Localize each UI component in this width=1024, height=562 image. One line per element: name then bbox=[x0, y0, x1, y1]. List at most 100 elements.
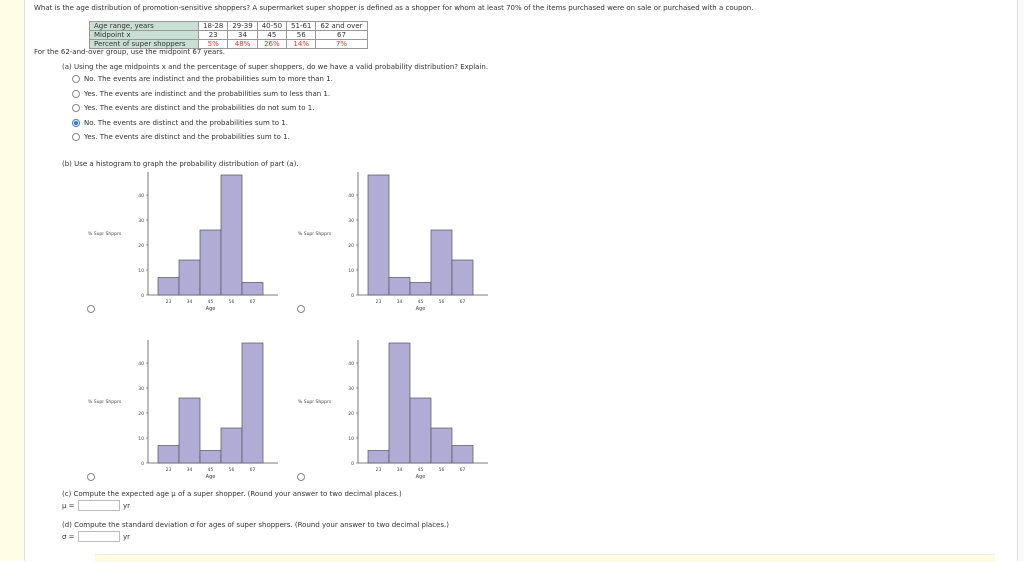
y-tick-label: 30 bbox=[138, 386, 144, 392]
y-tick-label: 40 bbox=[138, 361, 144, 367]
radio-button[interactable] bbox=[87, 305, 95, 313]
table-row: Midpoint x 23 34 45 56 67 bbox=[89, 30, 368, 40]
bar-23 bbox=[157, 445, 180, 464]
cell: 23 bbox=[197, 30, 229, 40]
histogram: 0 10 20 30 40 23 34 45 56 67 Age % Supr Shpprs bbox=[298, 172, 488, 312]
option-3[interactable]: No. The events are distinct and the prob… bbox=[72, 118, 288, 127]
sigma-input[interactable] bbox=[78, 531, 120, 542]
part-d-prompt: (d) Compute the standard deviation σ for… bbox=[62, 521, 449, 529]
data-table: Age range, years 18-28 29-39 40-50 51-61 62 a… bbox=[89, 21, 368, 49]
scrollbar[interactable] bbox=[1017, 0, 1024, 561]
cell: 29-39 bbox=[227, 21, 258, 31]
option-2[interactable]: Yes. The events are distinct and the pro… bbox=[72, 104, 314, 112]
y-tick-label: 20 bbox=[138, 411, 144, 417]
bar-67 bbox=[451, 445, 474, 464]
x-tick-label: 45 bbox=[208, 467, 214, 473]
sigma-label: σ = bbox=[62, 533, 75, 541]
y-tick-label: 10 bbox=[348, 268, 354, 274]
part-c-prompt: (c) Compute the expected age μ of a supe… bbox=[62, 490, 402, 498]
x-tick-label: 67 bbox=[250, 467, 256, 473]
cell: 40-50 bbox=[256, 21, 288, 31]
cell: 26% bbox=[256, 39, 288, 49]
x-tick-label: 45 bbox=[418, 299, 424, 305]
y-tick-label: 30 bbox=[138, 218, 144, 224]
cell: 56 bbox=[286, 30, 317, 40]
x-tick-label: 56 bbox=[439, 299, 445, 305]
y-tick-label: 40 bbox=[348, 361, 354, 367]
histogram: 0 10 20 30 40 23 34 45 56 67 Age % Supr Shpprs bbox=[298, 340, 488, 480]
x-axis-label: Age bbox=[206, 474, 216, 480]
x-tick-label: 23 bbox=[376, 467, 382, 473]
cell: 7% bbox=[315, 39, 368, 49]
x-axis-label: Age bbox=[416, 306, 426, 312]
option-label: Yes. The events are distinct and the pro… bbox=[84, 104, 315, 112]
y-tick-label: 40 bbox=[138, 193, 144, 199]
y-axis-label: % Supr Shpprs bbox=[88, 399, 122, 405]
cell: 67 bbox=[315, 30, 368, 40]
part-a-prompt: (a) Using the age midpoints x and the pe… bbox=[62, 63, 489, 71]
option-label: No. The events are indistinct and the pr… bbox=[84, 75, 333, 83]
x-tick-label: 34 bbox=[397, 467, 403, 473]
cell: 62 and over bbox=[315, 21, 368, 31]
bar-34 bbox=[178, 397, 201, 464]
y-tick-label: 40 bbox=[348, 193, 354, 199]
option-1[interactable]: Yes. The events are indistinct and the p… bbox=[72, 89, 331, 98]
radio-button[interactable] bbox=[297, 473, 305, 481]
bar-56 bbox=[430, 427, 453, 464]
x-tick-label: 67 bbox=[460, 299, 466, 305]
radio-button[interactable] bbox=[72, 104, 80, 112]
bar-67 bbox=[451, 259, 474, 296]
radio-button[interactable] bbox=[72, 133, 80, 141]
left-margin bbox=[0, 0, 25, 561]
bar-34 bbox=[388, 342, 411, 464]
y-tick-label: 0 bbox=[351, 293, 354, 299]
bar-23 bbox=[157, 277, 180, 296]
x-tick-label: 56 bbox=[229, 299, 235, 305]
radio-button[interactable] bbox=[72, 75, 80, 83]
option-label: Yes. The events are indistinct and the p… bbox=[84, 89, 331, 98]
y-tick-label: 20 bbox=[348, 411, 354, 417]
mu-input[interactable] bbox=[78, 500, 120, 511]
x-tick-label: 56 bbox=[439, 467, 445, 473]
option-4[interactable]: Yes. The events are distinct and the pro… bbox=[72, 133, 290, 141]
x-axis-label: Age bbox=[416, 474, 426, 480]
y-tick-label: 10 bbox=[138, 436, 144, 442]
bar-56 bbox=[430, 229, 453, 296]
table-row: Age range, years 18-28 29-39 40-50 51-61 62 a… bbox=[89, 21, 368, 31]
x-tick-label: 67 bbox=[460, 467, 466, 473]
radio-button[interactable] bbox=[72, 89, 80, 98]
note: For the 62-and-over group, use the midpo… bbox=[34, 48, 225, 56]
y-tick-label: 10 bbox=[138, 268, 144, 274]
bar-56 bbox=[220, 174, 243, 296]
cell: 48% bbox=[227, 39, 258, 49]
row-header: Midpoint x bbox=[89, 30, 199, 40]
bar-34 bbox=[178, 259, 201, 296]
y-tick-label: 0 bbox=[141, 293, 144, 299]
footer-bar bbox=[95, 554, 995, 562]
histogram: 0 10 20 30 40 23 34 45 56 67 Age % Supr Shpprs bbox=[88, 340, 278, 480]
bar-23 bbox=[367, 174, 390, 296]
x-axis-label: Age bbox=[206, 306, 216, 312]
radio-button[interactable] bbox=[72, 118, 80, 127]
histogram: 0 10 20 30 40 23 34 45 56 67 Age % Supr Shpprs bbox=[88, 172, 278, 312]
y-tick-label: 30 bbox=[348, 386, 354, 392]
y-axis-label: % Supr Shpprs bbox=[88, 231, 122, 237]
x-tick-label: 23 bbox=[166, 467, 172, 473]
question-text: What is the age distribution of promotio… bbox=[34, 4, 754, 12]
x-tick-label: 23 bbox=[166, 299, 172, 305]
y-tick-label: 0 bbox=[351, 461, 354, 467]
cell: 51-61 bbox=[286, 21, 317, 31]
x-tick-label: 56 bbox=[229, 467, 235, 473]
option-0[interactable]: No. The events are indistinct and the pr… bbox=[72, 75, 333, 83]
radio-button[interactable] bbox=[87, 473, 95, 481]
y-tick-label: 10 bbox=[348, 436, 354, 442]
cell: 45 bbox=[256, 30, 288, 40]
bar-34 bbox=[388, 277, 411, 296]
x-tick-label: 45 bbox=[418, 467, 424, 473]
x-tick-label: 34 bbox=[397, 299, 403, 305]
x-tick-label: 23 bbox=[376, 299, 382, 305]
bar-23 bbox=[367, 450, 390, 464]
y-axis-label: % Supr Shpprs bbox=[298, 231, 332, 237]
bar-67 bbox=[241, 342, 264, 464]
radio-button[interactable] bbox=[297, 305, 305, 313]
